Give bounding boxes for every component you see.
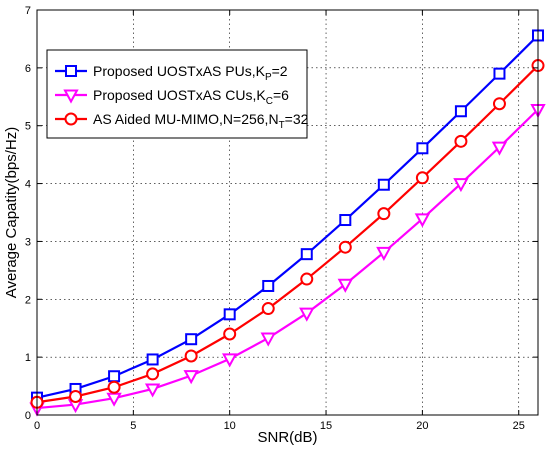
legend-label-text: Proposed UOSTxAS CUs,K — [93, 87, 266, 103]
data-point — [414, 213, 431, 228]
x-tick-label: 0 — [34, 420, 40, 432]
legend-marker — [65, 65, 77, 77]
series-layer — [29, 29, 546, 417]
data-point — [223, 327, 237, 341]
data-point — [262, 279, 275, 292]
legend-entry: Proposed UOSTxAS PUs,KP=2 — [55, 63, 288, 83]
data-point — [222, 353, 238, 368]
x-tick-label: 15 — [320, 420, 332, 432]
y-tick-label: 4 — [25, 179, 31, 191]
legend-label: Proposed UOSTxAS CUs,KC=6 — [93, 87, 289, 107]
series-line — [36, 64, 539, 404]
data-point — [300, 272, 314, 286]
data-point — [454, 105, 467, 118]
legend-label-subscript: C — [266, 96, 273, 107]
data-point — [260, 332, 276, 347]
data-point — [337, 278, 353, 293]
x-tick-label: 10 — [224, 420, 236, 432]
series-2 — [29, 104, 546, 417]
y-tick-label: 7 — [25, 5, 31, 17]
y-tick-label: 1 — [25, 352, 31, 364]
series-line — [36, 108, 539, 410]
data-point — [183, 370, 199, 385]
data-point — [146, 367, 160, 381]
data-point — [223, 308, 236, 321]
legend-marker — [63, 89, 79, 104]
legend-label-suffix: =2 — [272, 63, 288, 79]
legend-label: Proposed UOSTxAS PUs,KP=2 — [93, 63, 288, 83]
data-point — [108, 370, 121, 383]
data-point — [299, 307, 315, 322]
legend-box — [46, 49, 308, 139]
legend-label-subscript: T — [279, 120, 285, 131]
data-point — [261, 302, 275, 316]
legend-label-subscript: P — [265, 72, 272, 83]
data-point — [491, 141, 508, 156]
series-3 — [30, 59, 545, 409]
legend-label: AS Aided MU-MIMO,N=256,NT=32 — [93, 111, 309, 131]
data-point — [454, 134, 468, 148]
data-point — [415, 171, 429, 185]
legend-label-text: Proposed UOSTxAS PUs,K — [93, 63, 266, 79]
legend-entry: AS Aided MU-MIMO,N=256,NT=32 — [55, 111, 309, 131]
data-point — [69, 389, 83, 403]
legend-label-text: AS Aided MU-MIMO,N=256,N — [93, 111, 279, 127]
legend-label-suffix: =32 — [285, 111, 309, 127]
ticks: 0 5 10 15 20 25 0 1 2 3 4 5 6 7 — [25, 5, 538, 432]
data-point — [144, 383, 161, 398]
data-point — [377, 207, 391, 221]
y-tick-label: 5 — [25, 121, 31, 133]
data-point — [493, 67, 506, 80]
data-point — [185, 333, 198, 346]
y-tick-label: 0 — [25, 410, 31, 422]
plot-frame — [36, 9, 539, 416]
data-point — [492, 97, 506, 111]
data-point — [184, 349, 198, 363]
legend-label-suffix: =6 — [273, 87, 289, 103]
x-tick-label: 5 — [130, 420, 136, 432]
y-tick-label: 3 — [25, 236, 31, 248]
y-tick-label: 2 — [25, 294, 31, 306]
data-point — [339, 214, 352, 227]
data-point — [300, 248, 313, 261]
x-tick-label: 25 — [513, 420, 525, 432]
y-tick-label: 6 — [25, 63, 31, 75]
y-axis-label: Average Capatity(bps/Hz) — [3, 127, 20, 298]
x-tick-label: 20 — [416, 420, 428, 432]
data-point — [453, 178, 469, 193]
legend-entry: Proposed UOSTxAS CUs,KC=6 — [55, 87, 289, 107]
data-point — [338, 240, 352, 254]
data-point — [416, 142, 429, 155]
data-point — [107, 380, 121, 394]
legend-marker — [64, 112, 78, 126]
series-line — [36, 34, 539, 399]
data-point — [146, 353, 159, 366]
data-point — [377, 178, 390, 191]
x-axis-label: SNR(dB) — [257, 429, 317, 446]
data-point — [376, 246, 392, 262]
